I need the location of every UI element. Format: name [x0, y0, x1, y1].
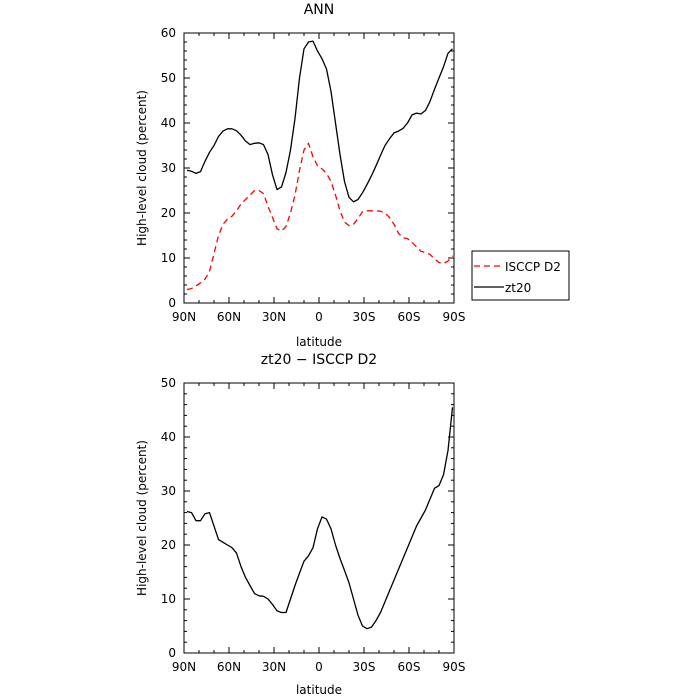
bottom-chart-title: zt20 − ISCCP D2: [261, 352, 377, 368]
y-tick-label: 40: [161, 430, 176, 444]
top-chart-lines: [186, 40, 453, 291]
y-tick-label: 0: [168, 296, 176, 310]
x-tick-label: 90N: [172, 310, 196, 324]
y-tick-label: 30: [161, 161, 176, 175]
bottom-chart-panel: zt20 − ISCCP D2 90N 60N 30N 0 30S 60S 90S 0 10 20…: [135, 352, 465, 697]
y-tick-label: 10: [161, 251, 176, 265]
series-line-zt20: [186, 40, 453, 203]
x-tick-label: 90S: [443, 310, 466, 324]
bottom-chart-ticks: 90N 60N 30N 0 30S 60S 90S 0 10 20 30 40 50: [161, 376, 466, 674]
y-tick-label: 50: [161, 376, 176, 390]
series-line-isccp-d2: [186, 142, 453, 291]
legend-label-isccp-d2: ISCCP D2: [505, 260, 561, 274]
top-chart-ticks: 90N 60N 30N 0 30S 60S 90S 0 10 20 30 40 50 60: [161, 26, 466, 324]
bottom-chart-x-axis-label: latitude: [296, 683, 342, 697]
top-chart-plot-frame: [183, 32, 455, 304]
x-tick-label: 90N: [172, 660, 196, 674]
x-tick-label: 60S: [398, 310, 421, 324]
legend-label-zt20: zt20: [505, 281, 531, 295]
bottom-chart-lines: [186, 407, 454, 630]
x-tick-label: 90S: [443, 660, 466, 674]
y-tick-label: 20: [161, 206, 176, 220]
x-tick-label: 0: [315, 310, 323, 324]
top-chart-legend: ISCCP D2 zt20: [471, 250, 570, 301]
legend-box: [471, 250, 570, 301]
bottom-chart-plot-frame: [183, 382, 455, 654]
y-tick-label: 40: [161, 116, 176, 130]
top-chart-y-axis-label: High-level cloud (percent): [135, 90, 149, 246]
x-tick-label: 30S: [353, 660, 376, 674]
x-tick-label: 30N: [262, 310, 286, 324]
top-chart-x-axis-label: latitude: [296, 335, 342, 349]
x-tick-label: 30N: [262, 660, 286, 674]
top-chart-panel: ANN 90N 60N 30N 0 30S 60S 90S 0 10 20 30 40 50 60 lat…: [135, 2, 570, 349]
top-chart-title: ANN: [304, 2, 335, 18]
y-tick-label: 60: [161, 26, 176, 40]
series-line-difference: [186, 407, 454, 630]
bottom-chart-y-axis-label: High-level cloud (percent): [135, 440, 149, 596]
x-tick-label: 60N: [217, 310, 241, 324]
y-tick-label: 10: [161, 592, 176, 606]
y-tick-label: 0: [168, 646, 176, 660]
y-tick-label: 30: [161, 484, 176, 498]
x-tick-label: 60N: [217, 660, 241, 674]
y-tick-label: 20: [161, 538, 176, 552]
x-tick-label: 30S: [353, 310, 376, 324]
x-tick-label: 60S: [398, 660, 421, 674]
y-tick-label: 50: [161, 71, 176, 85]
x-tick-label: 0: [315, 660, 323, 674]
